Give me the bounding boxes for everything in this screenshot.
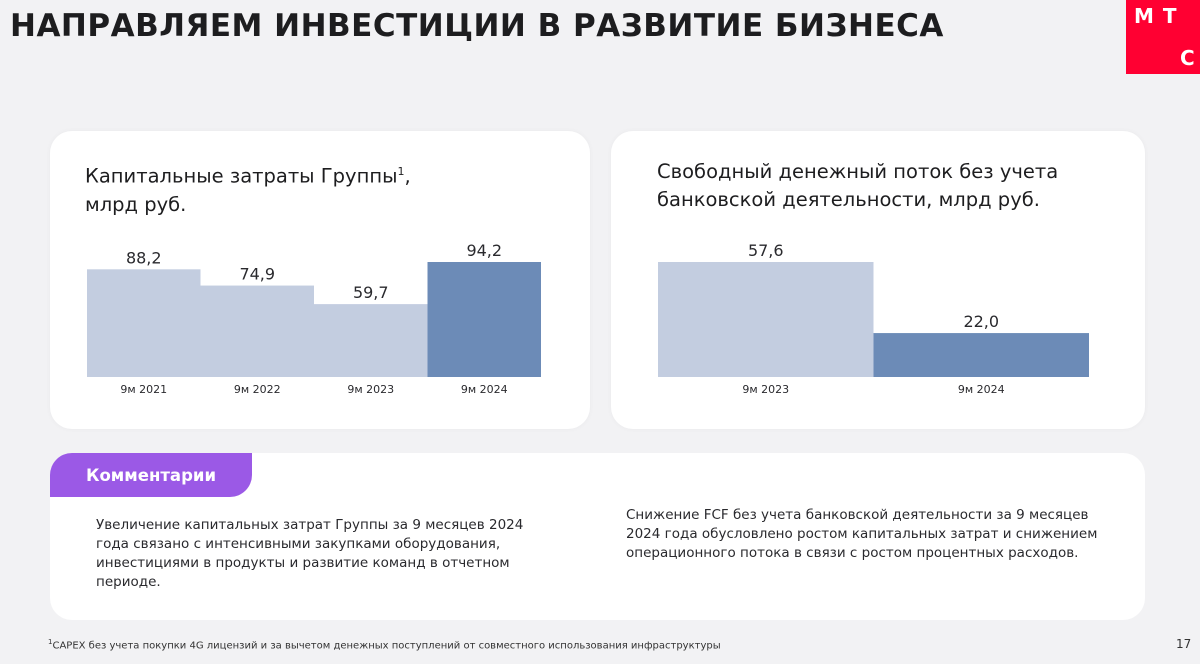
x-tick-label: 9м 2022 <box>234 383 281 396</box>
bar-9м-2022 <box>200 285 314 377</box>
fcf-card: Свободный денежный поток без учета банков… <box>611 131 1145 429</box>
capex-card: Капитальные затраты Группы1, млрд руб. 88… <box>50 131 590 429</box>
x-tick-label: 9м 2024 <box>958 383 1005 396</box>
bar-value-label: 59,7 <box>353 283 389 302</box>
bar-9м-2023 <box>658 262 874 377</box>
comments-tab: Комментарии <box>50 453 252 497</box>
bar-value-label: 57,6 <box>748 241 784 260</box>
x-tick-label: 9м 2024 <box>461 383 508 396</box>
capex-chart-title: Капитальные затраты Группы1, млрд руб. <box>85 164 411 216</box>
x-tick-label: 9м 2023 <box>347 383 394 396</box>
comment-capex: Увеличение капитальных затрат Группы за … <box>96 517 524 590</box>
bar-value-label: 88,2 <box>126 248 162 267</box>
bar-9м-2021 <box>87 269 201 377</box>
capex-bar-chart: 88,2 9м 2021 74,9 9м 2022 59,7 9м 2023 94,2 9м … <box>87 241 541 396</box>
logo-text-line2: С <box>1180 46 1195 70</box>
logo-text-line1: М Т <box>1134 4 1178 28</box>
comments-panel: Комментарии Увеличение капитальных затра… <box>50 453 1145 620</box>
bar-9м-2024 <box>873 333 1089 377</box>
mts-logo: М Т С <box>1126 0 1200 74</box>
page-title: НАПРАВЛЯЕМ ИНВЕСТИЦИИ В РАЗВИТИЕ БИЗНЕСА <box>10 8 944 44</box>
bar-9м-2023 <box>314 304 428 377</box>
bar-value-label: 22,0 <box>963 312 999 331</box>
footnote: 1CAPEX без учета покупки 4G лицензий и з… <box>48 638 721 652</box>
fcf-chart-title: Свободный денежный поток без учета банков… <box>657 160 1059 211</box>
comment-fcf: Снижение FCF без учета банковской деятел… <box>626 507 1098 561</box>
bar-9м-2024 <box>427 262 541 377</box>
x-tick-label: 9м 2023 <box>742 383 789 396</box>
fcf-bar-chart: 57,6 9м 2023 22,0 9м 2024 <box>658 241 1089 396</box>
bar-value-label: 94,2 <box>466 241 502 260</box>
bar-value-label: 74,9 <box>239 265 275 284</box>
x-tick-label: 9м 2021 <box>120 383 167 396</box>
page-number: 17 <box>1176 637 1192 651</box>
